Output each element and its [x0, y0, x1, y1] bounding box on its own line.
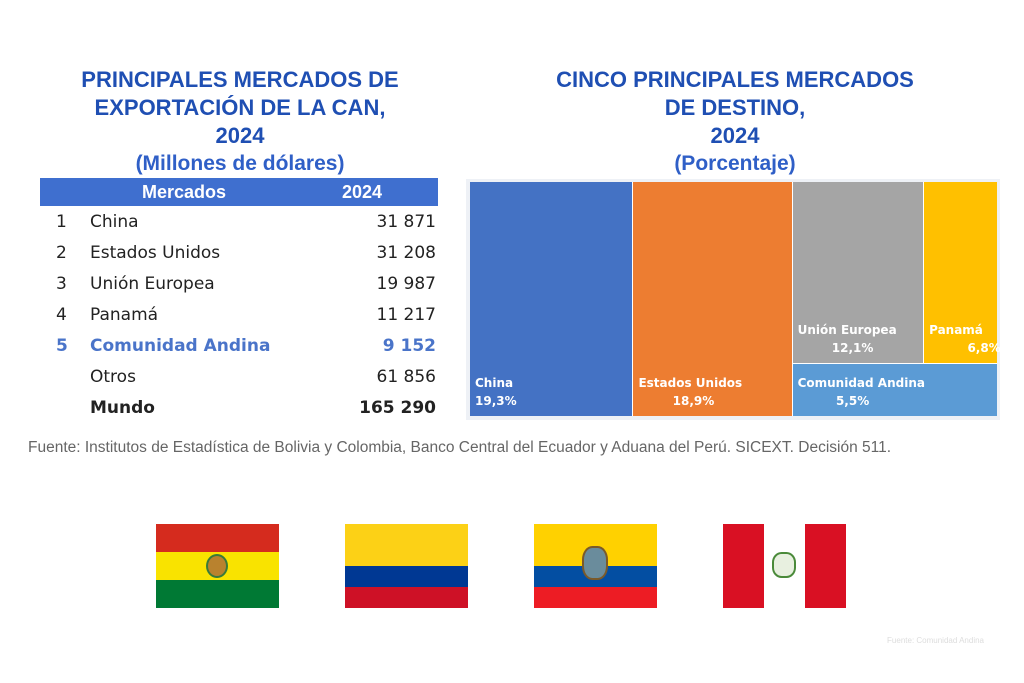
- title-line: 2024: [215, 123, 265, 148]
- colombia-flag: [345, 524, 468, 608]
- market-name: Mundo: [90, 398, 155, 418]
- cell-label: Panamá: [929, 323, 983, 338]
- market-value: 11 217: [376, 305, 436, 325]
- rank: 5: [56, 336, 68, 356]
- treemap-cell-panamá: Panamá 6,8%: [923, 182, 1001, 364]
- coat-of-arms-icon: [772, 552, 796, 578]
- market-value: 19 987: [376, 274, 436, 294]
- cell-label: Comunidad Andina: [797, 375, 925, 390]
- coat-of-arms-icon: [582, 546, 608, 580]
- markets-table: Mercados 2024 1 China 31 871 2 Estados Unido…: [40, 178, 438, 418]
- cell-value: 18,9%: [672, 394, 715, 408]
- cell-label: China: [475, 376, 514, 390]
- left-title: PRINCIPALES MERCADOS DE EXPORTACIÓN DE L…: [40, 66, 440, 178]
- rank: 3: [56, 274, 67, 294]
- peru-flag: [723, 524, 846, 608]
- treemap-cell-comunidad-andina: Comunidad Andina 5,5%: [791, 363, 997, 416]
- table-row: 4 Panamá 11 217: [40, 299, 438, 330]
- market-value: 61 856: [376, 367, 436, 387]
- bolivia-flag: [156, 524, 279, 608]
- source-note: Fuente: Institutos de Estadística de Bol…: [28, 439, 892, 456]
- treemap-cell-unión-europea: Unión Europea 12,1%: [791, 182, 924, 364]
- market-name: Estados Unidos: [90, 243, 221, 263]
- left-subtitle: (Millones de dólares): [135, 152, 345, 175]
- cell-label: Unión Europea: [797, 323, 897, 338]
- table-row: Mundo 165 290: [40, 392, 438, 418]
- watermark: Fuente: Comunidad Andina: [887, 636, 984, 645]
- market-name: Panamá: [90, 305, 159, 325]
- title-line: EXPORTACIÓN DE LA CAN,: [94, 95, 386, 120]
- ecuador-flag: [534, 524, 657, 608]
- cell-label: Estados Unidos: [638, 376, 743, 390]
- cell-value: 19,3%: [475, 394, 517, 408]
- market-name: Comunidad Andina: [90, 336, 271, 356]
- table-row: 1 China 31 871: [40, 206, 438, 237]
- cell-value: 12,1%: [831, 341, 874, 356]
- table-header: Mercados 2024: [40, 178, 438, 206]
- rank: 1: [56, 212, 67, 232]
- chart-title: CINCO PRINCIPALES MERCADOS DE DESTINO, 2…: [510, 66, 960, 178]
- market-value: 165 290: [359, 398, 436, 418]
- market-name: Unión Europea: [90, 274, 215, 294]
- market-name: Otros: [90, 367, 136, 387]
- treemap-cell-estados-unidos: Estados Unidos 18,9%: [632, 182, 792, 416]
- table-row: Otros 61 856: [40, 361, 438, 392]
- title-line: CINCO PRINCIPALES MERCADOS: [556, 67, 914, 92]
- table-row: 2 Estados Unidos 31 208: [40, 237, 438, 268]
- cell-value: 6,8%: [967, 341, 1001, 356]
- treemap-cell-china: China 19,3%: [470, 182, 633, 416]
- title-line: DE DESTINO,: [664, 95, 806, 120]
- cell-value: 5,5%: [835, 393, 870, 408]
- market-name: China: [90, 212, 139, 232]
- table-row: 3 Unión Europea 19 987: [40, 268, 438, 299]
- rank: 4: [56, 305, 67, 325]
- treemap: China 19,3% Estados Unidos 18,9% Unión Europ…: [466, 179, 1001, 420]
- table-row: 5 Comunidad Andina 9 152: [40, 330, 438, 361]
- header-year: 2024: [342, 182, 383, 202]
- title-line: 2024: [710, 123, 760, 148]
- market-value: 31 208: [376, 243, 436, 263]
- market-value: 31 871: [376, 212, 436, 232]
- rank: 2: [56, 243, 67, 263]
- header-markets: Mercados: [142, 182, 227, 202]
- market-value: 9 152: [382, 336, 436, 356]
- title-line: PRINCIPALES MERCADOS DE: [81, 67, 399, 92]
- coat-of-arms-icon: [206, 554, 228, 578]
- chart-subtitle: (Porcentaje): [674, 152, 796, 175]
